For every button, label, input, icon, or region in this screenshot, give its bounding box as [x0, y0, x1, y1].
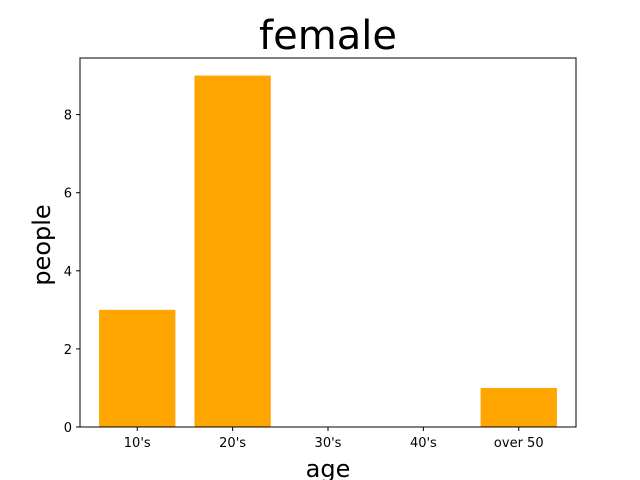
y-axis-ticks: 0 2 4 6 8: [64, 109, 80, 436]
x-tick-label: 40's: [410, 436, 437, 451]
x-tick-label: 30's: [315, 436, 342, 451]
bar-1: [194, 75, 271, 428]
x-axis-label: age: [306, 455, 351, 480]
y-axis-label: people: [28, 204, 56, 285]
bar-4: [480, 387, 557, 427]
y-tick-label: 4: [64, 265, 72, 280]
y-tick-label: 8: [64, 109, 72, 124]
y-tick-label: 6: [64, 187, 72, 202]
y-tick-label: 2: [64, 343, 72, 358]
x-tick-label: 20's: [219, 436, 246, 451]
x-axis-ticks: 10's 20's 30's 40's over 50: [124, 427, 544, 451]
x-tick-label: over 50: [494, 436, 544, 451]
plot-frame: [79, 57, 577, 428]
x-tick-label: 10's: [124, 436, 151, 451]
y-tick-label: 0: [64, 421, 72, 436]
bar-0: [99, 309, 176, 427]
bars-group: [99, 75, 557, 428]
chart-title: female: [259, 13, 397, 59]
